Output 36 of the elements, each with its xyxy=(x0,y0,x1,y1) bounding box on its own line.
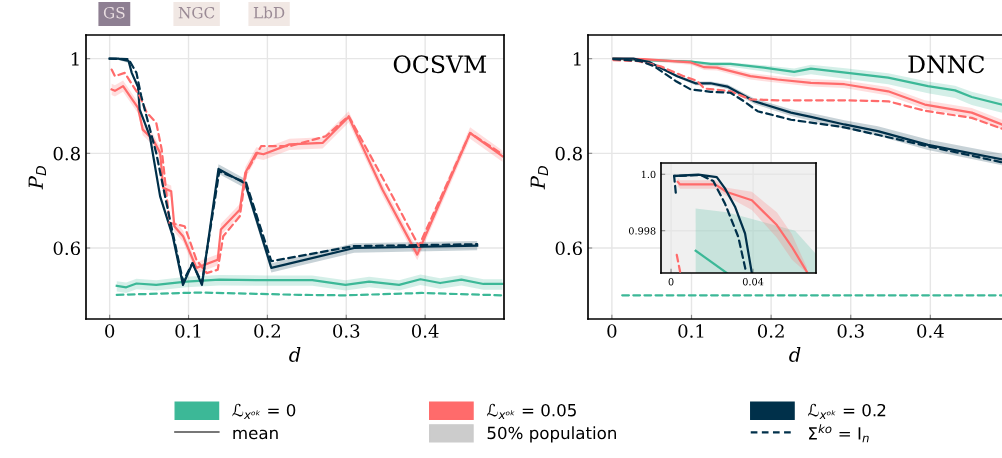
text: LbD xyxy=(253,6,285,19)
legend-label: ℒ$_{xᵒᵏ}$ = 0.2 xyxy=(807,403,886,419)
legend-label: Σ$^{ko}$ = I$_{n}$ xyxy=(809,424,869,443)
x-tick-label: 0 xyxy=(105,324,115,338)
x-tick-label: 0.4 xyxy=(411,324,439,338)
x-tick-label: 0.1 xyxy=(175,324,201,338)
x-tick-label: 0.1 xyxy=(678,324,704,338)
x-tick-label: 0 xyxy=(668,278,674,286)
x-tick-label: 0.2 xyxy=(757,324,784,338)
y-tick-label: 0.998 xyxy=(628,227,656,235)
text: NGC xyxy=(178,6,215,19)
y-tick-label: 0.8 xyxy=(53,146,80,161)
y-tick-label: 1 xyxy=(71,52,79,66)
x-tick-label: 0.04 xyxy=(742,278,764,286)
x-axis-title: d xyxy=(289,346,301,362)
y-axis-title: P$_{D}$ xyxy=(28,166,46,190)
text: GS xyxy=(103,6,125,19)
x-tick-label: 0.2 xyxy=(254,324,280,338)
x-tick-label: 0.4 xyxy=(917,324,944,338)
y-tick-label: 1.0 xyxy=(641,170,656,179)
x-axis-title: d xyxy=(789,346,801,362)
x-tick-label: 0.3 xyxy=(837,324,864,338)
line-series xyxy=(115,278,504,289)
legend-label: ℒ$_{xᵒᵏ}$ = 0 xyxy=(232,403,296,419)
x-tick-label: 0 xyxy=(607,324,617,338)
y-tick-label: 0.6 xyxy=(555,241,582,256)
y-axis-title: P$_{D}$ xyxy=(530,166,548,190)
text: 50% population xyxy=(487,426,616,443)
y-tick-label: 0.6 xyxy=(53,241,80,256)
x-tick-label: 0.3 xyxy=(333,324,360,338)
text: DNNC xyxy=(908,55,985,74)
text: mean xyxy=(233,429,278,440)
legend-label: ℒ$_{xᵒᵏ}$ = 0.05 xyxy=(486,403,576,419)
text: OCSVM xyxy=(393,55,487,74)
y-tick-label: 1 xyxy=(573,52,581,66)
y-tick-label: 0.8 xyxy=(555,146,582,161)
